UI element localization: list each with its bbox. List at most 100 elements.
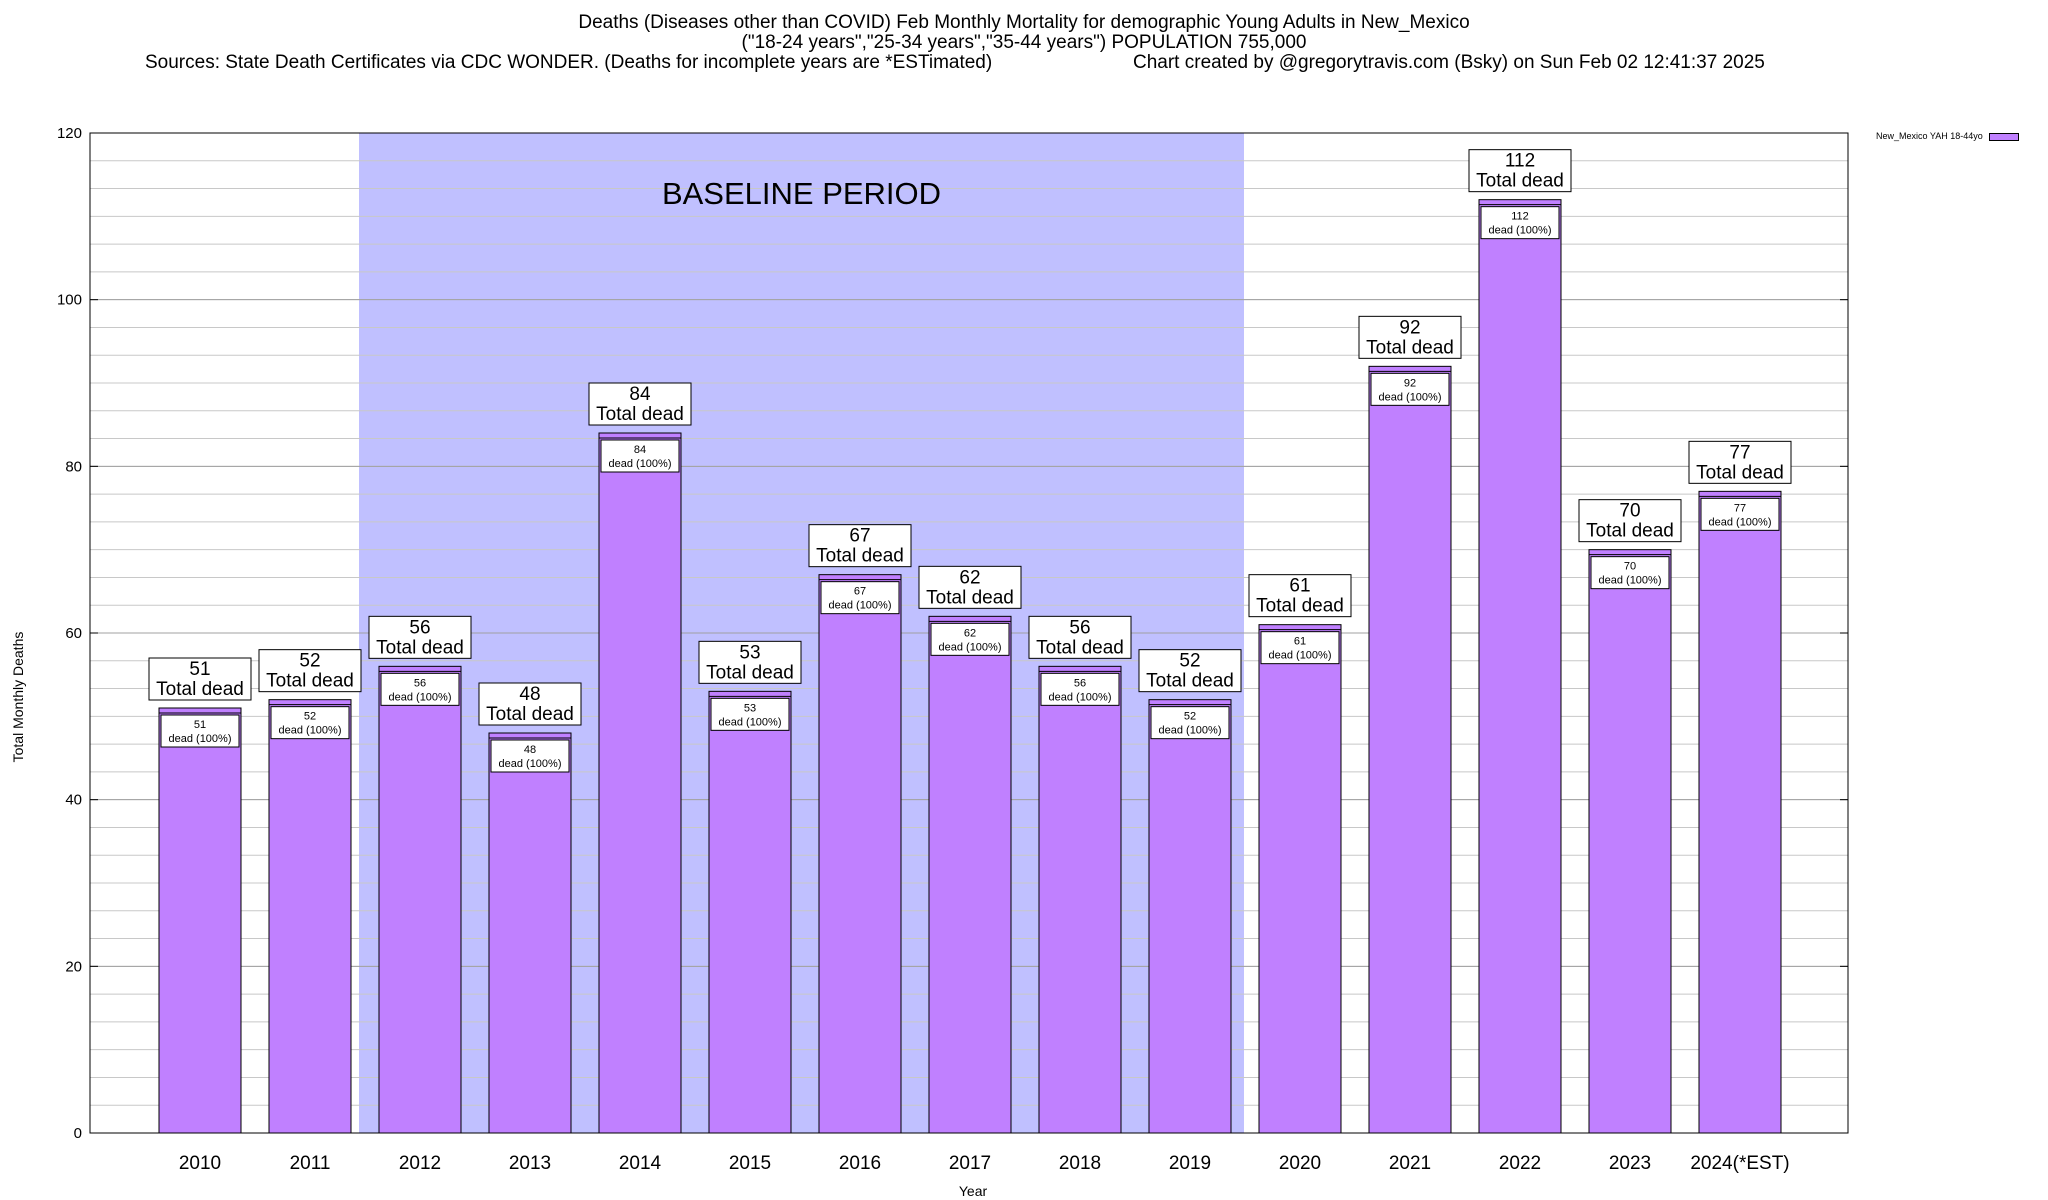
legend: New_Mexico YAH 18-44yo <box>1876 131 2019 141</box>
bar <box>158 707 242 1134</box>
bar <box>488 732 572 1134</box>
legend-label: New_Mexico YAH 18-44yo <box>1876 131 1983 141</box>
y-tick-label: 40 <box>65 792 82 809</box>
bar-inner-value-label: 70 <box>1624 561 1636 573</box>
bar-total-value-label: 92 <box>1399 317 1420 338</box>
bar-inner-label-box <box>1040 672 1120 706</box>
bar <box>268 699 352 1134</box>
y-tick-label: 120 <box>57 125 82 142</box>
bar-inner-value-label: 51 <box>194 719 206 731</box>
bar-total-value-label: 112 <box>1505 151 1535 172</box>
bar <box>598 432 682 1134</box>
x-tick-label: 2011 <box>290 1153 331 1174</box>
bar-total-label-box <box>1138 649 1242 693</box>
bar-inner-text-label: dead (100%) <box>829 600 892 612</box>
bar-inner-value-label: 53 <box>744 702 756 714</box>
x-tick-label: 2012 <box>399 1153 441 1174</box>
bar-inner-label-box <box>1370 372 1450 406</box>
bar-inner-text-label: dead (100%) <box>1489 225 1552 237</box>
bar-inner-value-label: 61 <box>1294 636 1306 648</box>
y-tick-label: 100 <box>57 292 82 309</box>
x-tick-label: 2014 <box>619 1153 662 1174</box>
bar-inner-text-label: dead (100%) <box>1599 575 1662 587</box>
bar <box>1148 699 1232 1134</box>
bar-total-value-label: 52 <box>299 651 320 672</box>
bar-total-text-label: Total dead <box>596 404 684 425</box>
bar-total-text-label: Total dead <box>706 662 794 683</box>
x-tick-label: 2017 <box>949 1153 991 1174</box>
bar <box>378 665 462 1134</box>
x-tick-label: 2010 <box>179 1153 221 1174</box>
bar-inner-label-box <box>1260 631 1340 665</box>
bar-inner-text-label: dead (100%) <box>1709 516 1772 528</box>
bar <box>708 690 792 1134</box>
x-tick-label: 2022 <box>1499 1153 1541 1174</box>
y-axis-label: Total Monthly Deaths <box>10 631 26 763</box>
bar-total-value-label: 84 <box>629 384 651 405</box>
bar-inner-text-label: dead (100%) <box>719 716 782 728</box>
bar-inner-label-box <box>820 581 900 615</box>
x-axis-label: Year <box>958 1183 988 1199</box>
bar-total-text-label: Total dead <box>816 546 904 567</box>
bar-total-text-label: Total dead <box>1366 337 1454 358</box>
bar-total-label-box <box>1468 149 1572 193</box>
bar-total-label-box <box>1028 615 1132 659</box>
bar <box>1258 624 1342 1134</box>
x-tick-label: 2016 <box>839 1153 881 1174</box>
bar-inner-label-box <box>1480 206 1560 240</box>
bar-total-text-label: Total dead <box>1146 671 1234 692</box>
bar-inner-text-label: dead (100%) <box>1049 691 1112 703</box>
bar-inner-label-box <box>380 672 460 706</box>
bar-total-label-box <box>588 382 692 426</box>
chart-sources: Sources: State Death Certificates via CD… <box>145 52 993 73</box>
bar-inner-value-label: 62 <box>964 627 976 639</box>
bar <box>1698 490 1782 1134</box>
bar-inner-value-label: 56 <box>414 677 426 689</box>
bar-total-text-label: Total dead <box>1586 521 1674 542</box>
bar-total-label-box <box>1358 315 1462 359</box>
bar <box>1368 365 1452 1134</box>
bar-total-text-label: Total dead <box>1036 637 1124 658</box>
baseline-period-label: BASELINE PERIOD <box>662 176 941 211</box>
x-tick-label: 2018 <box>1059 1153 1101 1174</box>
bar-inner-value-label: 56 <box>1074 677 1086 689</box>
bar-total-text-label: Total dead <box>376 637 464 658</box>
bar <box>818 574 902 1134</box>
bar-inner-value-label: 112 <box>1511 211 1529 223</box>
chart-title: Deaths (Diseases other than COVID) Feb M… <box>578 12 1470 33</box>
y-tick-label: 80 <box>65 458 82 475</box>
bar-total-label-box <box>808 524 912 568</box>
bar-inner-text-label: dead (100%) <box>1379 391 1442 403</box>
bar-inner-label-box <box>710 697 790 731</box>
bar <box>1478 199 1562 1134</box>
bar-total-label-box <box>918 565 1022 609</box>
bar <box>1588 549 1672 1134</box>
bar-inner-text-label: dead (100%) <box>169 733 232 745</box>
x-tick-label: 2023 <box>1609 1153 1651 1174</box>
bar-total-label-box <box>258 649 362 693</box>
bar-inner-value-label: 52 <box>1184 711 1196 723</box>
bar-inner-label-box <box>160 714 240 748</box>
bar-inner-text-label: dead (100%) <box>1159 725 1222 737</box>
bar-total-value-label: 61 <box>1289 576 1310 597</box>
chart-title-demographic: ("18-24 years","25-34 years","35-44 year… <box>741 32 1307 53</box>
bar-inner-label-box <box>1590 556 1670 590</box>
bar-total-label-box <box>698 640 802 684</box>
bar-inner-label-box <box>1700 497 1780 531</box>
bar-total-value-label: 48 <box>519 684 540 705</box>
bar-total-text-label: Total dead <box>1476 171 1564 192</box>
bar-total-label-box <box>478 682 582 726</box>
bar-total-text-label: Total dead <box>156 679 244 700</box>
bar-total-label-box <box>1248 574 1352 618</box>
bar-inner-label-box <box>490 739 570 773</box>
bar-total-label-box <box>368 615 472 659</box>
y-tick-label: 60 <box>65 625 82 642</box>
bar-total-value-label: 51 <box>189 659 210 680</box>
bar-inner-text-label: dead (100%) <box>609 458 672 470</box>
x-tick-label: 2021 <box>1389 1153 1431 1174</box>
bar-total-label-box <box>148 657 252 701</box>
bar-inner-value-label: 48 <box>524 744 536 756</box>
bar <box>928 615 1012 1134</box>
bar-inner-value-label: 52 <box>304 711 316 723</box>
